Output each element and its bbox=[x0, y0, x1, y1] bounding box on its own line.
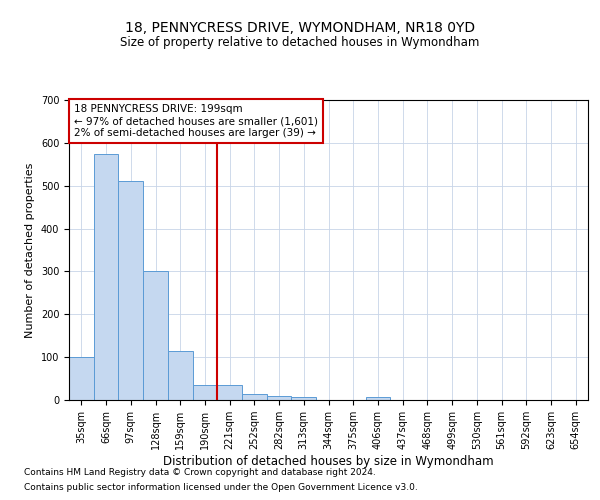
Text: Contains HM Land Registry data © Crown copyright and database right 2024.: Contains HM Land Registry data © Crown c… bbox=[24, 468, 376, 477]
Bar bbox=[217, 385, 242, 400]
Bar bbox=[267, 396, 292, 400]
Text: 18, PENNYCRESS DRIVE, WYMONDHAM, NR18 0YD: 18, PENNYCRESS DRIVE, WYMONDHAM, NR18 0Y… bbox=[125, 20, 475, 34]
Bar bbox=[193, 385, 217, 400]
Text: Size of property relative to detached houses in Wymondham: Size of property relative to detached ho… bbox=[121, 36, 479, 49]
Bar bbox=[69, 357, 94, 400]
Bar bbox=[292, 397, 316, 400]
Bar bbox=[118, 182, 143, 400]
Text: Contains public sector information licensed under the Open Government Licence v3: Contains public sector information licen… bbox=[24, 483, 418, 492]
Bar bbox=[94, 154, 118, 400]
Bar bbox=[242, 394, 267, 400]
Bar bbox=[365, 397, 390, 400]
Text: 18 PENNYCRESS DRIVE: 199sqm
← 97% of detached houses are smaller (1,601)
2% of s: 18 PENNYCRESS DRIVE: 199sqm ← 97% of det… bbox=[74, 104, 318, 138]
Y-axis label: Number of detached properties: Number of detached properties bbox=[25, 162, 35, 338]
X-axis label: Distribution of detached houses by size in Wymondham: Distribution of detached houses by size … bbox=[163, 455, 494, 468]
Bar bbox=[143, 272, 168, 400]
Bar bbox=[168, 350, 193, 400]
